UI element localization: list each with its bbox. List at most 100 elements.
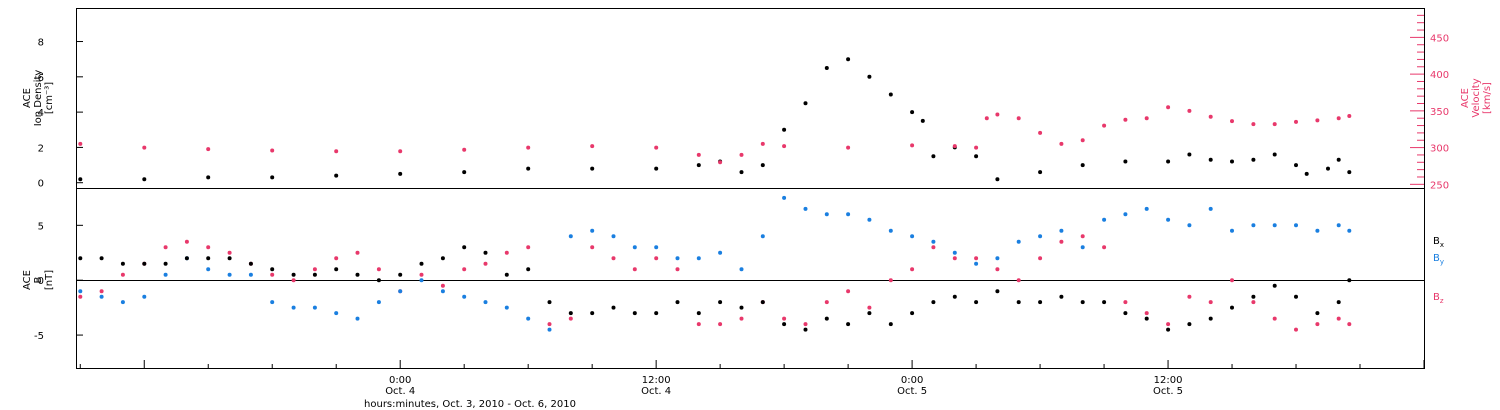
bz-point [1059,239,1064,244]
bz-point [718,322,723,327]
bz-point [227,250,232,255]
bx-point [227,256,232,261]
bz-point [99,289,104,294]
ion-density-point [1294,163,1298,168]
bz-point [1166,322,1171,327]
ion-density-point [1208,157,1213,162]
by-point [1347,228,1352,233]
top-left-ylabel: ACE Ion Density [cm⁻³] [22,70,55,127]
bx-point [910,311,915,316]
bx-point [334,267,339,272]
bx-point [1315,311,1320,316]
velocity-point [696,152,701,157]
bx-point [1230,305,1234,310]
bz-point [611,256,616,261]
top-left-tick-label: 8 [38,38,44,49]
bx-point [248,261,253,266]
velocity-point [270,148,275,153]
bz-point [163,245,168,250]
bottom-tick-label: 0 [38,276,44,287]
bz-point [739,316,744,321]
velocity-point [398,149,403,154]
velocity-point [206,147,211,152]
bz-point [78,294,83,299]
ion-density-point [760,163,765,168]
ion-density-point [206,175,211,180]
bz-point [1347,322,1352,327]
bottom-panel-frame [76,188,1425,369]
ion-density-point [739,170,744,175]
ion-density-point [1272,152,1277,157]
bx-point [1208,316,1213,321]
by-point [227,272,232,277]
ion-density-point [696,163,701,168]
legend-bx-sub: x [1440,241,1444,249]
top-right-tick-label: 250 [1430,180,1449,191]
bx-point [931,300,936,305]
bz-point [1187,294,1192,299]
x-tick-time-label: 0:00 [901,375,923,386]
bx-point [846,322,851,327]
bz-point [120,272,125,277]
by-point [270,300,275,305]
velocity-point [1336,116,1341,121]
bz-point [206,245,211,250]
by-point [1102,217,1107,222]
bx-point [184,256,189,261]
bottom-y-axis-ticks: -5 0 5 [34,221,83,342]
bx-point [376,278,381,283]
velocity-point [782,144,787,149]
bx-point [867,311,872,316]
velocity-point [739,152,744,157]
series-bx [78,245,1352,332]
bz-point [334,256,339,261]
velocity-point [526,145,531,150]
legend-by-sub: y [1440,258,1444,266]
by-point [1166,217,1171,222]
ion-density-point [398,171,403,176]
velocity-point [846,145,851,150]
by-point [654,245,659,250]
bz-point [312,267,317,272]
bx-point [1294,294,1298,299]
bx-point [760,300,765,305]
by-point [739,267,744,272]
velocity-point [462,147,467,152]
by-point [1038,234,1043,239]
bx-point [163,261,168,266]
ion-density-point [803,101,808,106]
bx-point [739,305,744,310]
velocity-point [1187,108,1192,113]
by-point [206,267,211,272]
top-left-tick-label: 6 [38,73,44,84]
bz-point [547,322,552,327]
ion-density-point [1304,171,1309,176]
by-point [1016,239,1021,244]
by-point [1144,206,1149,211]
by-point [718,250,723,255]
ylabel-line-1: ACE [22,88,33,108]
ion-density-point [974,154,979,159]
series-ion-density [78,57,1352,182]
by-point [483,300,488,305]
legend-by-base: B [1433,253,1440,264]
ion-density-point [1230,159,1234,164]
velocity-point [1016,116,1021,121]
ion-density-point [526,166,531,171]
bx-point [120,261,125,266]
by-point [419,278,424,283]
ion-density-point [1347,170,1352,175]
velocity-point [1208,114,1213,119]
by-point [782,195,787,200]
bz-point [376,267,381,272]
by-point [1251,223,1256,228]
bx-point [1272,283,1277,288]
velocity-point [1038,130,1043,135]
bx-point [1059,294,1064,299]
ion-density-point [846,57,851,62]
ylabel-line-3: [cm⁻³] [44,82,55,114]
bz-point [632,267,637,272]
ion-density-point [995,177,1000,182]
bx-point [1336,300,1341,305]
